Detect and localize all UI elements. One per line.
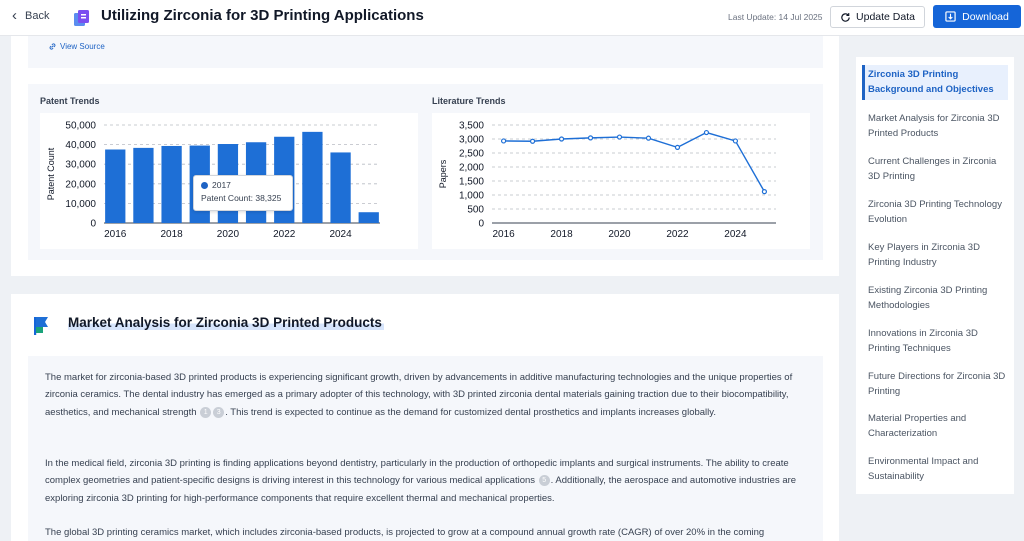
toc-item-background[interactable]: Zirconia 3D Printing Background and Obje… [862, 65, 1008, 100]
download-icon [945, 11, 956, 22]
y-tick-label: 0 [478, 219, 484, 230]
x-tick-label: 2016 [104, 229, 127, 240]
x-tick-label: 2020 [608, 229, 631, 240]
y-tick-label: 1,500 [459, 177, 484, 188]
paragraph-1-text-b: . This trend is expected to continue as … [225, 407, 716, 418]
data-point [560, 137, 564, 141]
y-tick-label: 3,000 [459, 135, 484, 146]
y-tick-label: 500 [467, 205, 484, 216]
bar [133, 148, 153, 223]
bar [105, 150, 125, 224]
data-point [618, 135, 622, 139]
y-tick-label: 50,000 [65, 121, 96, 132]
download-button[interactable]: Download [933, 5, 1021, 28]
x-tick-label: 2024 [724, 229, 747, 240]
y-tick-label: 30,000 [65, 160, 96, 171]
data-point [646, 136, 650, 140]
link-icon [48, 42, 57, 51]
y-tick-label: 0 [90, 219, 96, 230]
view-source-link[interactable]: View Source [48, 42, 105, 51]
y-tick-label: 10,000 [65, 199, 96, 210]
x-tick-label: 2022 [666, 229, 689, 240]
tooltip-label: 2017 [212, 180, 231, 190]
paragraph-1: The market for zirconia-based 3D printed… [45, 369, 805, 421]
series-line [504, 133, 765, 192]
toc-item-methodologies[interactable]: Existing Zirconia 3D Printing Methodolog… [862, 284, 1008, 313]
x-tick-label: 2020 [217, 229, 240, 240]
data-point [762, 190, 766, 194]
download-label: Download [962, 11, 1009, 23]
citation-badge[interactable]: 3 [213, 407, 224, 418]
toc-item-environmental-impact[interactable]: Environmental Impact and Sustainability [862, 455, 1008, 484]
bar [302, 132, 322, 223]
y-tick-label: 3,500 [459, 121, 484, 132]
paragraph-2: In the medical field, zirconia 3D printi… [45, 455, 805, 507]
refresh-icon [840, 12, 851, 23]
y-tick-label: 20,000 [65, 179, 96, 190]
x-tick-label: 2018 [160, 229, 183, 240]
report-logo-icon [72, 8, 92, 28]
flag-icon [32, 315, 52, 337]
paragraph-3: The global 3D printing ceramics market, … [45, 524, 805, 541]
toc-item-challenges[interactable]: Current Challenges in Zirconia 3D Printi… [862, 155, 1008, 184]
y-tick-label: 2,500 [459, 149, 484, 160]
tooltip-value: Patent Count: 38,325 [201, 193, 285, 203]
toc-item-future-directions[interactable]: Future Directions for Zirconia 3D Printi… [862, 370, 1008, 399]
patent-chart-title: Patent Trends [40, 96, 100, 106]
y-tick-label: 2,000 [459, 163, 484, 174]
data-point [704, 131, 708, 135]
x-tick-label: 2024 [329, 229, 352, 240]
last-update-text: Last Update: 14 Jul 2025 [728, 12, 823, 22]
back-label: Back [25, 10, 49, 22]
data-point [675, 145, 679, 149]
bar [359, 212, 379, 223]
data-point [589, 136, 593, 140]
x-tick-label: 2016 [492, 229, 515, 240]
chevron-left-icon: ‹ [12, 8, 17, 23]
toc-item-key-players[interactable]: Key Players in Zirconia 3D Printing Indu… [862, 241, 1008, 270]
literature-chart-card: 3,500 3,000 2,500 2,000 1,500 1,000 500 0 2016 20… [432, 113, 810, 249]
toc-item-innovations[interactable]: Innovations in Zirconia 3D Printing Tech… [862, 327, 1008, 356]
y-axis-label: Papers [438, 159, 448, 188]
view-source-label: View Source [60, 42, 105, 51]
citation-badge[interactable]: 5 [539, 475, 550, 486]
x-tick-label: 2018 [550, 229, 573, 240]
data-point [531, 139, 535, 143]
y-tick-label: 1,000 [459, 191, 484, 202]
citation-badge[interactable]: 1 [200, 407, 211, 418]
update-data-label: Update Data [856, 11, 915, 23]
toc-item-material-properties[interactable]: Material Properties and Characterization [862, 412, 1008, 441]
page-title: Utilizing Zirconia for 3D Printing Appli… [101, 7, 424, 24]
y-axis-label: Patent Count [46, 147, 56, 200]
literature-chart-title: Literature Trends [432, 96, 506, 106]
series-dot-icon [201, 182, 208, 189]
chart-tooltip: 2017 Patent Count: 38,325 [193, 175, 293, 211]
data-point [502, 139, 506, 143]
bar [161, 146, 181, 223]
toc-item-market-analysis[interactable]: Market Analysis for Zirconia 3D Printed … [862, 112, 1008, 141]
toc-item-evolution[interactable]: Zirconia 3D Printing Technology Evolutio… [862, 198, 1008, 227]
back-button[interactable]: ‹ Back [12, 8, 49, 23]
top-bar: ‹ Back Utilizing Zirconia for 3D Printin… [0, 0, 1024, 36]
data-point [733, 139, 737, 143]
x-tick-label: 2022 [273, 229, 296, 240]
source-box [28, 36, 823, 68]
section-title: Market Analysis for Zirconia 3D Printed … [68, 315, 384, 330]
update-data-button[interactable]: Update Data [830, 6, 925, 28]
y-tick-label: 40,000 [65, 140, 96, 151]
literature-trends-chart: 3,500 3,000 2,500 2,000 1,500 1,000 500 0 2016 20… [432, 113, 810, 249]
bar [330, 152, 350, 223]
